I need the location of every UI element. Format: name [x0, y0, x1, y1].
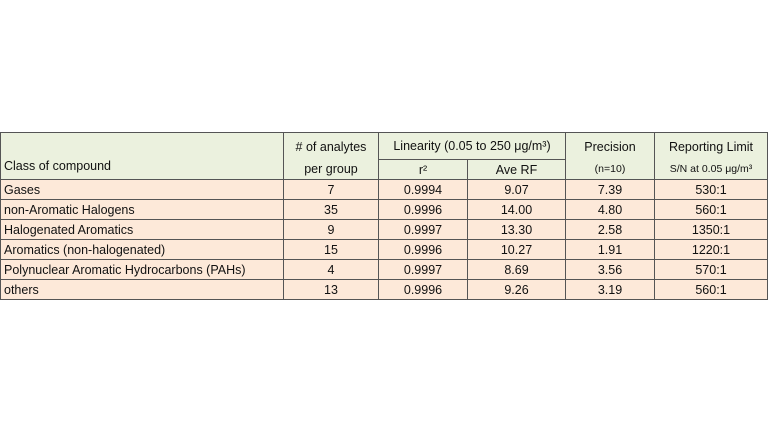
table-cell: 10.27 — [467, 239, 566, 260]
header-cell: Precision — [565, 132, 655, 160]
table-cell: 1220:1 — [654, 239, 768, 260]
table-cell: 15 — [283, 239, 379, 260]
table-row: Polynuclear Aromatic Hydrocarbons (PAHs)… — [0, 259, 768, 280]
table-cell: 2.58 — [565, 219, 655, 240]
table-cell: 9.26 — [467, 279, 566, 300]
table-cell: non-Aromatic Halogens — [0, 199, 284, 220]
header-cell: S/N at 0.05 μg/m³ — [654, 159, 768, 180]
header-cell: Linearity (0.05 to 250 μg/m³) — [378, 132, 566, 160]
header-cell: per group — [283, 159, 379, 180]
header-cell: Reporting Limit — [654, 132, 768, 160]
table-header: Class of compound # of analytes Linearit… — [0, 132, 768, 180]
table-row: Aromatics (non-halogenated) 15 0.9996 10.27… — [0, 239, 768, 260]
table-cell: 570:1 — [654, 259, 768, 280]
table-cell: 0.9997 — [378, 259, 468, 280]
table-cell: 9.07 — [467, 179, 566, 200]
table-cell: others — [0, 279, 284, 300]
table-row: Halogenated Aromatics 9 0.9997 13.30 2.58 135… — [0, 219, 768, 240]
header-cell: Class of compound — [0, 132, 284, 180]
table-cell: 1350:1 — [654, 219, 768, 240]
table-cell: 0.9996 — [378, 279, 468, 300]
table-cell: 7.39 — [565, 179, 655, 200]
table-cell: 530:1 — [654, 179, 768, 200]
table-row: others 13 0.9996 9.26 3.19 560:1 — [0, 279, 768, 300]
table-cell: Aromatics (non-halogenated) — [0, 239, 284, 260]
table-cell: Halogenated Aromatics — [0, 219, 284, 240]
table-cell: 4 — [283, 259, 379, 280]
table-cell: 9 — [283, 219, 379, 240]
table-cell: 8.69 — [467, 259, 566, 280]
table-cell: 3.19 — [565, 279, 655, 300]
table-cell: 0.9996 — [378, 239, 468, 260]
table-cell: 1.91 — [565, 239, 655, 260]
table-cell: 3.56 — [565, 259, 655, 280]
table-cell: Gases — [0, 179, 284, 200]
table-cell: 13 — [283, 279, 379, 300]
table-cell: 35 — [283, 199, 379, 220]
table-cell: 0.9994 — [378, 179, 468, 200]
header-cell: # of analytes — [283, 132, 379, 160]
header-cell: (n=10) — [565, 159, 655, 180]
table-cell: 0.9997 — [378, 219, 468, 240]
table-cell: Polynuclear Aromatic Hydrocarbons (PAHs) — [0, 259, 284, 280]
table-cell: 14.00 — [467, 199, 566, 220]
table-row: non-Aromatic Halogens 35 0.9996 14.00 4.80 56… — [0, 199, 768, 220]
table-body: Gases 7 0.9994 9.07 7.39 530:1 non-Aromatic Ha… — [0, 179, 768, 300]
header-cell: r² — [378, 159, 468, 180]
header-cell: Ave RF — [467, 159, 566, 180]
table-cell: 13.30 — [467, 219, 566, 240]
table-row: Gases 7 0.9994 9.07 7.39 530:1 — [0, 179, 768, 200]
table-cell: 560:1 — [654, 199, 768, 220]
table-cell: 4.80 — [565, 199, 655, 220]
table-cell: 560:1 — [654, 279, 768, 300]
table-cell: 7 — [283, 179, 379, 200]
table-cell: 0.9996 — [378, 199, 468, 220]
results-table: Class of compound # of analytes Linearit… — [0, 132, 768, 300]
